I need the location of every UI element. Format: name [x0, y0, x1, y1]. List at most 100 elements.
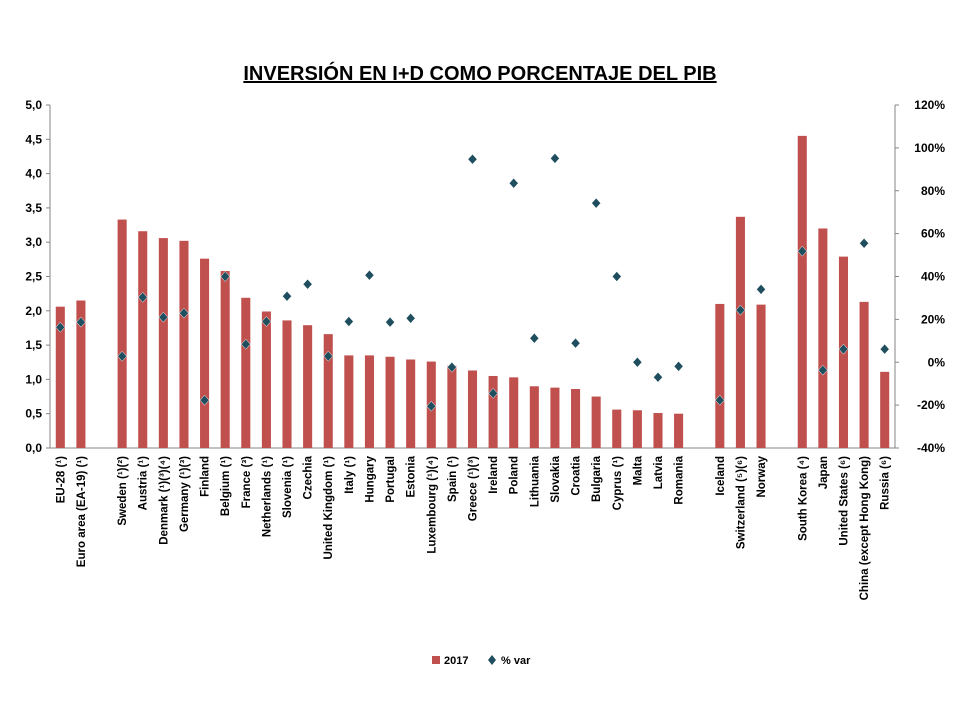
x-tick-label: Finland — [200, 456, 212, 497]
x-tick-label: Malta — [632, 455, 644, 485]
x-tick-label: Italy (¹) — [344, 456, 356, 494]
bar — [406, 359, 416, 448]
marker — [735, 304, 746, 316]
bar — [55, 306, 65, 448]
marker — [756, 283, 766, 295]
bar — [385, 356, 395, 448]
marker — [117, 350, 127, 362]
x-tick-label: China (except Hong Kong) — [859, 456, 871, 601]
marker — [818, 364, 828, 376]
x-tick-label: Belgium (¹) — [220, 456, 232, 516]
marker — [261, 316, 272, 327]
bar — [447, 365, 457, 448]
bar — [571, 389, 581, 448]
x-tick-label: Romania — [674, 455, 686, 504]
bar — [509, 377, 519, 448]
y-tick-label: 3,0 — [25, 235, 42, 249]
y-tick-label: 2,5 — [25, 270, 42, 284]
x-tick-label: Lithuania — [529, 455, 541, 507]
x-tick-label: South Korea (⁴) — [797, 456, 809, 541]
marker — [282, 290, 292, 302]
y2-tick-label: -20% — [917, 398, 945, 412]
y-tick-label: 5,0 — [25, 98, 42, 112]
marker — [838, 343, 849, 355]
marker — [323, 350, 334, 362]
marker — [467, 153, 478, 165]
bar — [179, 240, 189, 448]
y2-tick-label: 20% — [921, 312, 945, 326]
x-tick-label: Spain (¹) — [447, 456, 459, 502]
bar — [612, 409, 622, 448]
bar — [818, 228, 828, 448]
y-tick-label: 0,0 — [25, 441, 42, 455]
x-tick-label: Germany (¹)(³) — [179, 456, 191, 532]
marker — [179, 307, 189, 319]
marker — [797, 245, 808, 257]
bar — [550, 387, 560, 448]
x-tick-label: United States (⁶) — [838, 456, 850, 546]
marker — [591, 197, 601, 209]
x-tick-label: Hungary — [364, 455, 376, 502]
y-tick-label: 1,0 — [25, 372, 42, 386]
bar — [529, 386, 539, 448]
marker — [529, 332, 540, 344]
bar — [715, 303, 725, 448]
x-tick-label: Austria (¹) — [138, 456, 150, 510]
marker — [508, 177, 519, 189]
x-tick-label: Latvia — [653, 455, 665, 489]
marker — [447, 361, 457, 373]
y-tick-label: 0,5 — [25, 407, 42, 421]
y-tick-label: 2,0 — [25, 304, 42, 318]
marker — [344, 316, 354, 327]
marker — [488, 387, 498, 399]
y2-tick-label: 60% — [921, 227, 945, 241]
x-tick-label: United Kingdom (¹) — [323, 456, 335, 560]
bar — [323, 334, 333, 448]
y-tick-label: 1,5 — [25, 338, 42, 352]
x-tick-label: Croatia — [571, 455, 583, 495]
marker — [158, 311, 169, 323]
x-tick-label: Switzerland (⁵)(⁶) — [735, 456, 747, 549]
bar — [735, 216, 745, 448]
y-tick-label: 3,5 — [25, 201, 42, 215]
y2-tick-label: 120% — [914, 98, 945, 112]
bar — [241, 297, 251, 448]
marker — [76, 316, 86, 328]
x-tick-label: Bulgaria — [591, 455, 603, 502]
legend: 2017 % var — [432, 655, 531, 667]
bar — [674, 413, 684, 448]
chart-title: INVERSIÓN EN I+D COMO PORCENTAJE DEL PIB — [243, 61, 716, 85]
marker — [859, 237, 869, 249]
x-tick-label: Japan — [818, 456, 830, 489]
marker — [220, 271, 231, 282]
x-tick-label: Cyprus (¹) — [612, 456, 624, 510]
bar — [488, 375, 498, 448]
x-tick-label: Greece (¹)(³) — [468, 456, 480, 521]
marker — [55, 321, 66, 333]
y2-tick-label: 80% — [921, 184, 945, 198]
bar — [344, 355, 354, 448]
bar — [220, 271, 230, 448]
x-tick-label: Estonia — [406, 455, 418, 497]
x-tick-label: EU-28 (¹) — [55, 456, 67, 503]
marker — [385, 316, 395, 328]
bar — [880, 371, 890, 448]
marker — [426, 400, 437, 412]
marker — [653, 371, 663, 383]
x-tick-label: Denmark (¹)(³)(⁴) — [158, 456, 170, 545]
y-tick-label: 4,5 — [25, 132, 42, 146]
legend-swatch — [488, 655, 496, 665]
marker — [302, 278, 313, 290]
bar — [76, 300, 86, 448]
y2-tick-label: 40% — [921, 270, 945, 284]
legend-swatch — [432, 656, 440, 664]
legend-label: % var — [501, 655, 531, 667]
x-tick-label: France (³) — [241, 456, 253, 509]
marker — [199, 394, 210, 406]
bar — [200, 258, 210, 448]
y2-tick-label: -40% — [917, 441, 945, 455]
x-tick-label: Slovenia (¹) — [282, 456, 294, 518]
bar — [138, 231, 148, 448]
